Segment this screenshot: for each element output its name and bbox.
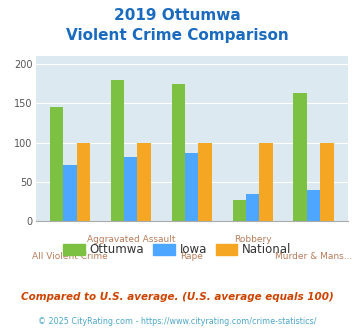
Bar	[294, 93, 307, 221]
Text: © 2025 CityRating.com - https://www.cityrating.com/crime-statistics/: © 2025 CityRating.com - https://www.city…	[38, 317, 317, 326]
Bar	[171, 83, 185, 221]
Text: Violent Crime Comparison: Violent Crime Comparison	[66, 28, 289, 43]
Text: Aggravated Assault: Aggravated Assault	[87, 235, 175, 244]
Bar	[233, 200, 246, 221]
Bar	[246, 194, 260, 221]
Bar	[124, 157, 137, 221]
Bar	[198, 143, 212, 221]
Text: All Violent Crime: All Violent Crime	[32, 252, 108, 261]
Bar	[307, 190, 320, 221]
Text: Murder & Mans...: Murder & Mans...	[275, 252, 352, 261]
Bar	[137, 143, 151, 221]
Text: 2019 Ottumwa: 2019 Ottumwa	[114, 8, 241, 23]
Bar	[111, 80, 124, 221]
Text: Rape: Rape	[180, 252, 203, 261]
Bar	[260, 143, 273, 221]
Bar	[63, 165, 77, 221]
Bar	[77, 143, 90, 221]
Bar	[320, 143, 334, 221]
Bar	[50, 107, 63, 221]
Legend: Ottumwa, Iowa, National: Ottumwa, Iowa, National	[59, 239, 296, 261]
Bar	[185, 153, 198, 221]
Text: Robbery: Robbery	[234, 235, 272, 244]
Text: Compared to U.S. average. (U.S. average equals 100): Compared to U.S. average. (U.S. average …	[21, 292, 334, 302]
